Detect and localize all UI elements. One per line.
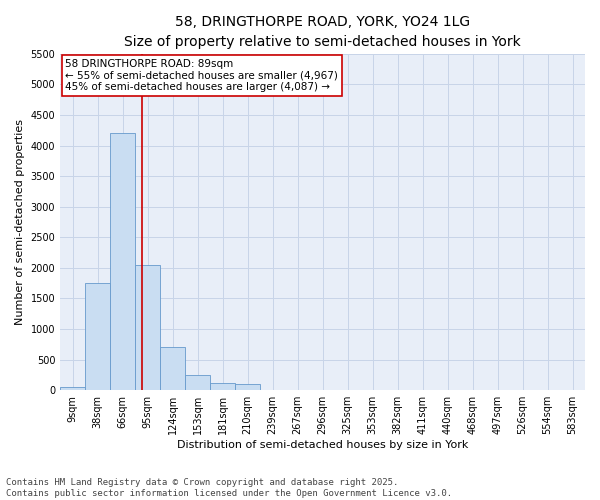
Text: Contains HM Land Registry data © Crown copyright and database right 2025.
Contai: Contains HM Land Registry data © Crown c…	[6, 478, 452, 498]
Bar	[210, 383, 235, 390]
Bar	[60, 387, 85, 390]
Bar	[185, 375, 210, 390]
X-axis label: Distribution of semi-detached houses by size in York: Distribution of semi-detached houses by …	[177, 440, 468, 450]
Bar	[135, 265, 160, 390]
Title: 58, DRINGTHORPE ROAD, YORK, YO24 1LG
Size of property relative to semi-detached : 58, DRINGTHORPE ROAD, YORK, YO24 1LG Siz…	[124, 15, 521, 48]
Bar	[235, 384, 260, 390]
Bar	[160, 348, 185, 390]
Bar	[85, 283, 110, 390]
Text: 58 DRINGTHORPE ROAD: 89sqm
← 55% of semi-detached houses are smaller (4,967)
45%: 58 DRINGTHORPE ROAD: 89sqm ← 55% of semi…	[65, 59, 338, 92]
Y-axis label: Number of semi-detached properties: Number of semi-detached properties	[15, 119, 25, 325]
Bar	[110, 134, 135, 390]
